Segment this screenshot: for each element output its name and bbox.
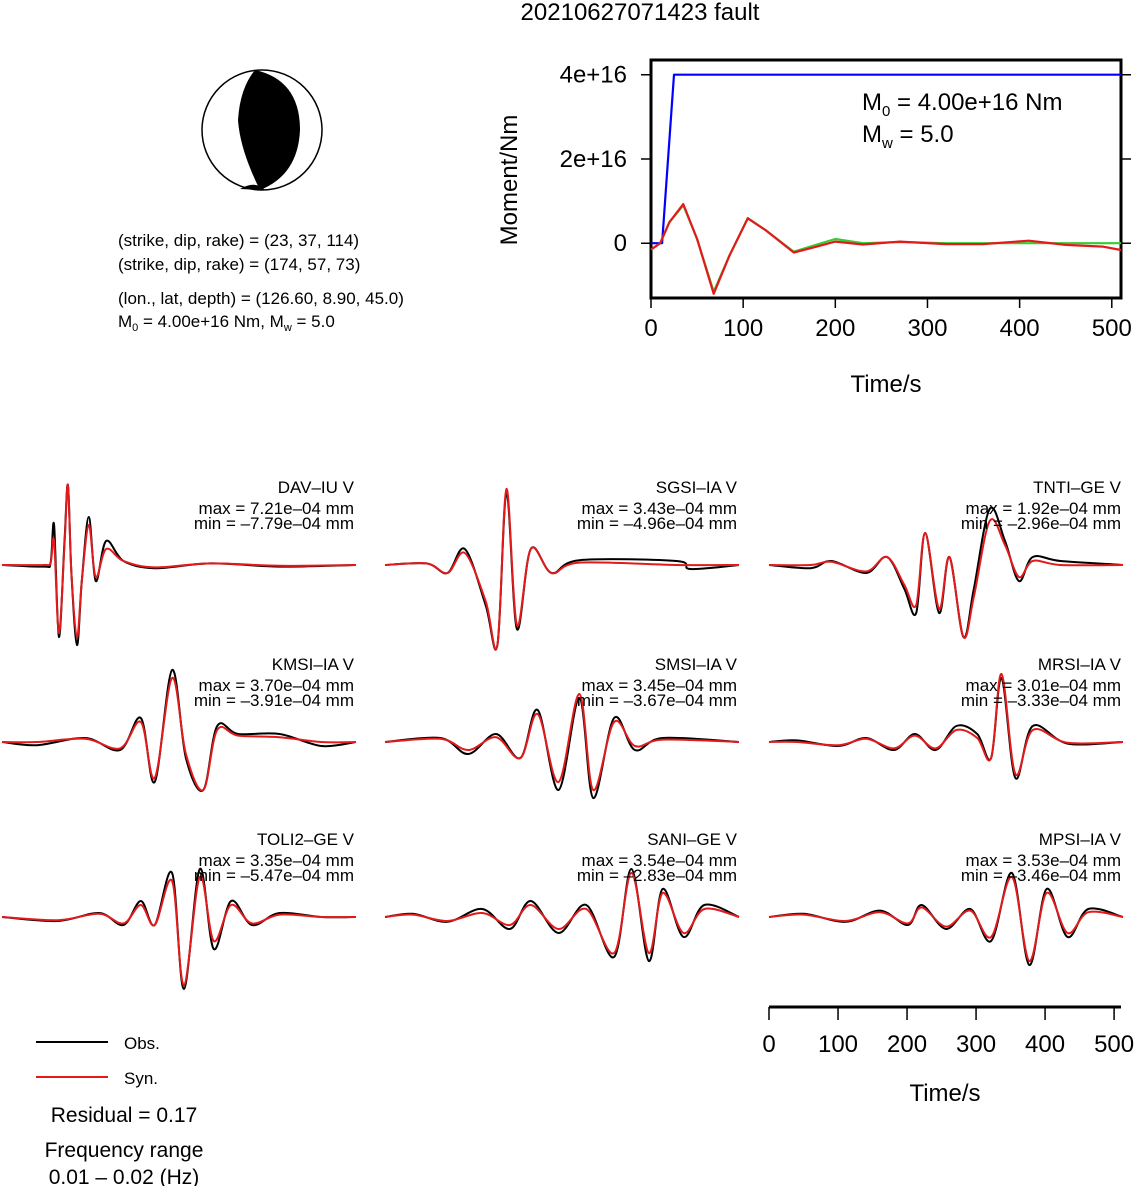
synthetic-waveform: [384, 871, 740, 955]
waveform-xtick-label: 200: [887, 1031, 927, 1058]
station-max: max = 3.45e–04 mm: [582, 676, 737, 695]
station-max: max = 3.35e–04 mm: [199, 851, 354, 870]
observed-waveform: [1, 867, 357, 991]
moment-plot-frame: [649, 58, 1123, 300]
station-max: max = 3.70e–04 mm: [199, 676, 354, 695]
figure-title: 20210627071423 fault: [521, 0, 760, 26]
moment-ytick-label: 2e+16: [560, 146, 627, 173]
moment-xtick-label: 0: [644, 315, 657, 342]
moment-xtick-label: 500: [1092, 315, 1132, 342]
waveform-xtick-label: 100: [818, 1031, 858, 1058]
legend-syn-label: Syn.: [124, 1069, 158, 1088]
station-min: min = –5.47e–04 mm: [194, 866, 354, 885]
station-label: DAV–IU V: [278, 478, 355, 497]
station-min: min = –3.67e–04 mm: [577, 691, 737, 710]
moment-xtick-label: 400: [1000, 315, 1040, 342]
station-max: max = 3.53e–04 mm: [966, 851, 1121, 870]
station-max: max = 3.01e–04 mm: [966, 676, 1121, 695]
synthetic-waveform: [1, 875, 357, 987]
m0-annotation: M0 = 4.00e+16 Nm: [862, 89, 1062, 120]
station-max: max = 1.92e–04 mm: [966, 499, 1121, 518]
station-min: min = –2.83e–04 mm: [577, 866, 737, 885]
mw-annotation: Mw = 5.0: [862, 121, 954, 152]
station-max: max = 3.54e–04 mm: [582, 851, 737, 870]
residual-text: Residual = 0.17: [51, 1104, 198, 1127]
station-label: MPSI–IA V: [1039, 830, 1122, 849]
frequency-label: Frequency range: [45, 1139, 204, 1162]
station-label: SGSI–IA V: [656, 478, 738, 497]
station-label: TOLI2–GE V: [257, 830, 355, 849]
legend: Obs. Syn.: [36, 1034, 160, 1088]
moment-xlabel: Time/s: [850, 371, 921, 398]
cumulative-moment-line: [651, 73, 1121, 245]
nodal-plane-2: (strike, dip, rake) = (174, 57, 73): [118, 255, 360, 274]
station-min: min = –7.79e–04 mm: [194, 514, 354, 533]
synthetic-waveform: [768, 672, 1124, 777]
waveform-xlabel: Time/s: [909, 1080, 980, 1107]
beachball: [201, 69, 323, 191]
synthetic-waveform: [768, 518, 1124, 639]
station-label: TNTI–GE V: [1033, 478, 1122, 497]
beachball-compression-tail: [240, 184, 265, 190]
legend-obs-label: Obs.: [124, 1034, 160, 1053]
station-label: SMSI–IA V: [655, 655, 738, 674]
frequency-range: 0.01 – 0.02 (Hz): [49, 1166, 200, 1186]
station-label: SANI–GE V: [647, 830, 737, 849]
beachball-compression-quadrant: [238, 70, 300, 190]
event-location: (lon., lat, depth) = (126.60, 8.90, 45.0…: [118, 289, 404, 308]
observed-waveform: [768, 871, 1124, 967]
station-max: max = 3.43e–04 mm: [582, 499, 737, 518]
waveform-xtick-label: 500: [1094, 1031, 1134, 1058]
observed-waveform: [384, 696, 740, 800]
synthetic-waveform: [1, 483, 357, 639]
station-label: MRSI–IA V: [1038, 655, 1122, 674]
station-max: max = 7.21e–04 mm: [199, 499, 354, 518]
observed-source-time-line: [650, 204, 1121, 293]
waveform-xtick-label: 300: [956, 1031, 996, 1058]
station-min: min = –3.33e–04 mm: [961, 691, 1121, 710]
waveform-time-axis: 0 100 200 300 400 500: [762, 1005, 1134, 1058]
synthetic-waveform: [384, 692, 740, 792]
station-min: min = –4.96e–04 mm: [577, 514, 737, 533]
synthetic-source-time-line: [650, 203, 1122, 295]
waveform-xtick-label: 0: [762, 1031, 775, 1058]
moment-xtick-label: 100: [723, 315, 763, 342]
station-min: min = –3.46e–04 mm: [961, 866, 1121, 885]
station-min: min = –3.91e–04 mm: [194, 691, 354, 710]
waveform-xtick-label: 400: [1025, 1031, 1065, 1058]
station-min: min = –2.96e–04 mm: [961, 514, 1121, 533]
synthetic-waveform: [768, 875, 1124, 963]
nodal-plane-1: (strike, dip, rake) = (23, 37, 114): [118, 231, 359, 250]
moment-xtick-label: 200: [815, 315, 855, 342]
moment-summary: M0 = 4.00e+16 Nm, Mw = 5.0: [118, 312, 335, 334]
moment-panel: 0 100 200 300 400 500 0 2e+16 4e+16: [560, 58, 1132, 342]
moment-ytick-label: 4e+16: [560, 62, 627, 89]
synthetic-waveform: [1, 676, 357, 792]
moment-ytick-label: 0: [614, 230, 627, 257]
moment-xtick-label: 300: [907, 315, 947, 342]
moment-ylabel: Moment/Nm: [496, 115, 523, 246]
station-label: KMSI–IA V: [272, 655, 355, 674]
synthetic-waveform: [384, 487, 740, 651]
